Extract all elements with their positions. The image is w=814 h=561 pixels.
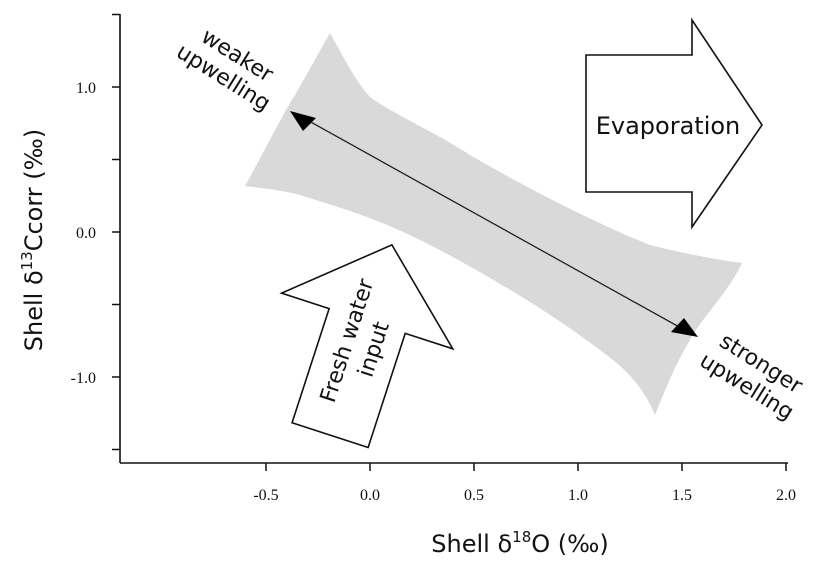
weaker-upwelling-group: weaker upwelling (172, 24, 278, 116)
trend-arrow (290, 111, 698, 337)
trend-line (299, 115, 691, 334)
x-tick-label: 0.5 (464, 487, 484, 504)
y-tick-label: 1.0 (76, 80, 96, 97)
trend-arrowhead-lower (671, 318, 698, 337)
evaporation-label: Evaporation (596, 112, 741, 140)
x-tick-label: 1.0 (568, 487, 588, 504)
fresh-water-arrow (279, 243, 455, 449)
fresh-water-arrow-group: Fresh water input (279, 243, 455, 449)
evaporation-arrow (585, 17, 763, 230)
x-tick-label: -0.5 (253, 487, 278, 504)
trend-arrowhead-upper (290, 111, 316, 131)
x-tick-label: 1.5 (672, 487, 692, 504)
x-tick-label: 2.0 (776, 487, 796, 504)
y-axis-title: Shell δ13Ccorr (‰) (18, 129, 48, 351)
stronger-upwelling-group: stronger upwelling (695, 329, 807, 426)
y-tick-label: -1.0 (71, 370, 96, 387)
y-tick-label: 0.0 (76, 225, 96, 242)
x-tick-label: 0.0 (360, 487, 380, 504)
x-axis-title: Shell δ18O (‰) (431, 528, 608, 558)
